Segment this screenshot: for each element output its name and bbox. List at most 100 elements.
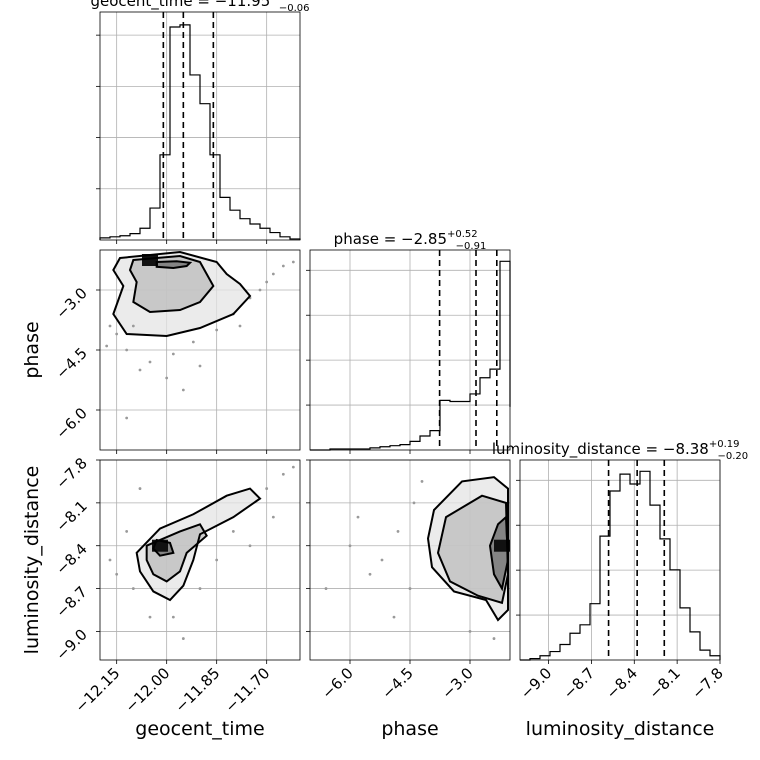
scatter-point xyxy=(108,558,112,562)
scatter-point xyxy=(171,615,175,619)
contour-level-1 xyxy=(152,538,175,557)
title-luminosity_distance: luminosity_distance = −8.38+0.19 −0.20 xyxy=(492,439,748,462)
x-tick-label: −9.0 xyxy=(517,664,555,702)
scatter-point xyxy=(271,272,275,276)
title-upper-error: +0.52 xyxy=(447,229,478,240)
contour-level-3 xyxy=(135,487,262,602)
scatter-point xyxy=(148,615,152,619)
density-fill xyxy=(146,524,207,582)
scatter-point xyxy=(265,280,269,284)
scatter-point xyxy=(171,352,175,356)
scatter-point xyxy=(281,472,285,476)
scatter-point xyxy=(356,515,360,519)
x-tick-label: −8.4 xyxy=(603,664,641,702)
scatter-point xyxy=(125,416,129,420)
scatter-point xyxy=(248,544,252,548)
y-axis-label-phase: phase xyxy=(21,321,43,378)
y-tick-label: −7.8 xyxy=(52,454,90,492)
title-median: geocent_time = −11.95 xyxy=(90,0,270,11)
title-upper-error: +0.19 xyxy=(709,439,740,450)
contour-level-2 xyxy=(436,494,510,605)
x-tick-label: −8.1 xyxy=(645,664,683,702)
scatter-point xyxy=(108,324,112,328)
y-tick-label: −8.7 xyxy=(52,583,90,621)
scatter-point xyxy=(281,264,285,268)
scatter-point xyxy=(265,487,269,490)
x-tick-label: −7.8 xyxy=(688,664,726,702)
contour-level-2 xyxy=(145,523,208,583)
scatter-point xyxy=(125,530,129,533)
x-axis-label-geocent_time: geocent_time xyxy=(135,718,264,740)
y-tick-label: −3.0 xyxy=(52,284,90,322)
x-tick-label: −12.15 xyxy=(72,664,124,716)
x-axis-label-luminosity_distance: luminosity_distance xyxy=(526,718,715,740)
panel-2d-geocent_time-phase xyxy=(105,250,295,420)
scatter-point xyxy=(198,364,202,368)
panel-2d-phase-luminosity_distance xyxy=(324,476,510,640)
scatter-point xyxy=(181,388,185,392)
y-axis-label-luminosity_distance: luminosity_distance xyxy=(21,466,43,655)
title-median: phase = −2.85 xyxy=(334,230,447,248)
histogram-frame xyxy=(519,459,721,661)
title-geocent_time: geocent_time = −11.95+0.09−0.06 xyxy=(90,0,309,14)
title-upper-error: +0.09 xyxy=(270,0,301,2)
scatter-point xyxy=(138,487,142,490)
title-phase: phase = −2.85+0.52 −0.91 xyxy=(334,229,487,252)
x-axis-label-phase: phase xyxy=(381,718,438,740)
scatter-point xyxy=(105,344,109,348)
contour-level-3 xyxy=(426,476,509,622)
scatter-point xyxy=(392,615,396,619)
scatter-point xyxy=(396,530,400,533)
scatter-point xyxy=(165,376,169,380)
contour-level-1 xyxy=(155,260,193,270)
scatter-point xyxy=(368,572,372,576)
scatter-point xyxy=(215,328,219,332)
scatter-point xyxy=(125,348,129,352)
scatter-point xyxy=(115,332,119,336)
histogram-geocent_time xyxy=(99,24,301,240)
scatter-point xyxy=(181,637,185,640)
x-tick-label: −8.7 xyxy=(560,664,598,702)
density-peak xyxy=(494,539,510,552)
y-tick-label: −9.0 xyxy=(52,626,90,664)
scatter-point xyxy=(138,368,142,372)
scatter-point xyxy=(380,558,384,562)
scatter-point xyxy=(231,530,235,533)
x-tick-label: −4.5 xyxy=(378,664,416,702)
contour-level-2 xyxy=(128,254,215,314)
scatter-point xyxy=(115,572,119,576)
scatter-point xyxy=(412,501,416,505)
title-median: luminosity_distance = −8.38 xyxy=(492,440,709,459)
title-lower-error: −0.20 xyxy=(718,451,749,462)
y-tick-label: −8.1 xyxy=(52,497,90,535)
histogram-luminosity_distance xyxy=(520,470,721,661)
x-tick-label: −12.00 xyxy=(122,664,174,716)
scatter-point xyxy=(215,558,219,562)
density-fill xyxy=(438,495,508,603)
scatter-point xyxy=(191,340,195,344)
scatter-point xyxy=(258,288,262,292)
scatter-point xyxy=(468,630,472,633)
x-tick-label: −11.70 xyxy=(222,664,274,716)
histogram-phase xyxy=(310,260,511,451)
scatter-point xyxy=(324,587,328,590)
title-lower-error: −0.06 xyxy=(279,3,310,14)
scatter-point xyxy=(131,324,135,328)
y-tick-label: −8.4 xyxy=(52,540,90,578)
density-fill xyxy=(130,256,214,312)
y-tick-label: −6.0 xyxy=(52,404,90,442)
scatter-point xyxy=(492,637,496,640)
y-tick-label: −4.5 xyxy=(52,344,90,382)
scatter-point xyxy=(420,480,424,483)
scatter-point xyxy=(348,544,352,548)
scatter-point xyxy=(408,587,412,590)
title-lower-error: −0.91 xyxy=(456,241,487,252)
contour-level-3 xyxy=(112,250,252,338)
panel-2d-geocent_time-luminosity_distance xyxy=(108,465,295,640)
histogram-frame xyxy=(99,11,301,241)
scatter-point xyxy=(131,587,135,590)
scatter-point xyxy=(291,465,295,469)
x-tick-label: −3.0 xyxy=(438,664,476,702)
scatter-point xyxy=(148,360,152,364)
